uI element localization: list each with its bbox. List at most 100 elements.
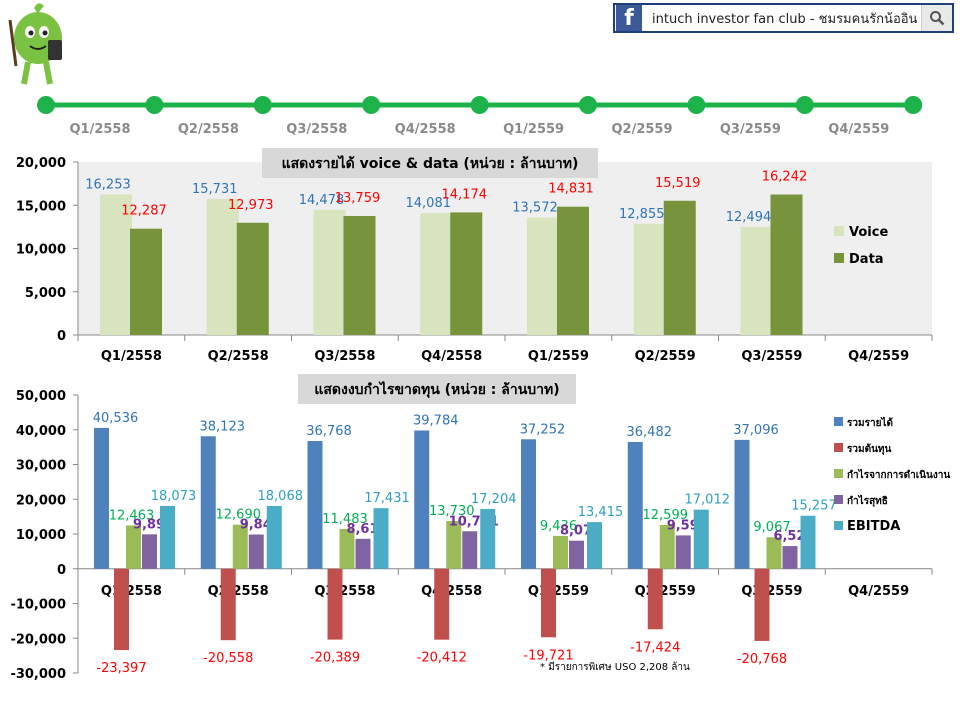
bar	[782, 546, 798, 569]
bar	[754, 568, 770, 641]
data-label: 40,536	[93, 411, 139, 426]
data-label: 39,784	[413, 414, 459, 429]
bar	[521, 439, 536, 569]
bar	[734, 439, 750, 569]
x-tick-label: Q4/2558	[421, 584, 482, 599]
data-label: 12,973	[228, 198, 274, 213]
bar	[462, 531, 478, 569]
y-tick-label: 0	[57, 329, 66, 344]
legend-swatch	[834, 226, 844, 236]
bar	[446, 521, 462, 569]
bar	[587, 522, 602, 569]
bar	[130, 228, 162, 335]
bar	[480, 508, 496, 569]
search-icon[interactable]	[921, 5, 952, 31]
data-label: 37,252	[520, 422, 566, 437]
data-label: 12,287	[121, 204, 167, 219]
bar	[770, 194, 803, 335]
bar	[627, 441, 643, 569]
data-label: 18,073	[151, 489, 197, 504]
x-tick-label: Q1/2559	[528, 584, 589, 599]
bar	[647, 568, 663, 630]
facebook-search-bar[interactable]: f intuch investor fan club - ชมรมคนรักน้…	[613, 3, 954, 33]
legend-swatch	[834, 253, 844, 263]
x-tick-label: Q1/2558	[101, 584, 162, 599]
timeline-node	[904, 96, 923, 114]
timeline-label: Q3/2558	[286, 122, 347, 137]
bar	[633, 223, 666, 335]
x-tick-label: Q2/2559	[635, 349, 696, 364]
bar	[94, 427, 109, 569]
timeline-label: Q2/2558	[178, 122, 239, 137]
y-tick-label: 30,000	[16, 459, 66, 474]
chart-title-box: แสดงรายได้ voice & data (หน่วย : ล้านบาท…	[262, 148, 598, 178]
data-label: 9,067	[753, 520, 790, 535]
bar	[434, 568, 450, 640]
x-tick-label: Q1/2559	[528, 349, 589, 364]
bar	[766, 537, 782, 569]
data-label: 12,599	[643, 508, 689, 523]
bar	[114, 568, 129, 651]
legend-label: กำไรสุทธิ	[847, 494, 888, 507]
data-label: -20,768	[737, 652, 787, 667]
timeline-node	[253, 96, 272, 114]
bar	[541, 568, 556, 638]
profit-loss-chart: -30,000 -20,000 -10,000 0 10,000 20,000 30,000…	[10, 374, 950, 682]
x-tick-label: Q3/2558	[314, 584, 375, 599]
y-tick-label: -10,000	[10, 598, 66, 613]
data-label: 15,731	[192, 182, 238, 197]
bar	[327, 568, 343, 640]
facebook-icon[interactable]: f	[616, 5, 642, 31]
bar	[800, 515, 816, 569]
timeline-label: Q3/2559	[720, 122, 781, 137]
x-tick-label: Q2/2558	[208, 584, 269, 599]
data-label: 14,831	[548, 182, 594, 197]
data-label: 16,253	[85, 177, 131, 192]
bar	[232, 524, 248, 569]
y-tick-label: 5,000	[25, 286, 66, 301]
bar	[414, 430, 430, 569]
data-label: 17,431	[364, 491, 410, 506]
bar	[557, 206, 589, 335]
data-label: 36,482	[627, 425, 673, 440]
data-label: 14,081	[406, 196, 452, 211]
bar	[663, 200, 696, 335]
x-tick-label: Q4/2558	[421, 349, 482, 364]
bar	[693, 509, 709, 569]
voice-data-revenue-chart: 0 5,000 10,000 15,000 20,000 Q1/2558 Q2/2558 Q3…	[16, 148, 933, 364]
legend-label: Data	[849, 252, 884, 267]
legend-label: รวมรายได้	[847, 416, 893, 429]
timeline-node	[470, 96, 489, 114]
bar	[160, 505, 175, 569]
bar	[553, 535, 568, 569]
data-label: -17,424	[630, 640, 680, 655]
y-tick-label: 20,000	[16, 493, 66, 508]
data-label: 9,436	[540, 519, 577, 534]
chart-title: แสดงรายได้ voice & data (หน่วย : ล้านบาท…	[282, 154, 579, 172]
legend-label: EBITDA	[847, 519, 900, 534]
x-tick-label: Q4/2559	[848, 584, 909, 599]
data-label: 13,730	[429, 504, 475, 519]
x-tick-label: Q1/2558	[101, 349, 162, 364]
y-tick-label: 10,000	[16, 528, 66, 543]
x-tick-label: Q3/2559	[741, 349, 802, 364]
timeline-label: Q2/2559	[611, 122, 672, 137]
data-label: 14,174	[442, 187, 488, 202]
data-label: 17,012	[685, 493, 731, 508]
data-label: 12,690	[216, 508, 262, 523]
bar	[527, 217, 559, 335]
chart-title-bg	[298, 374, 576, 404]
legend-swatch	[834, 495, 843, 504]
timeline-label: Q1/2558	[69, 122, 130, 137]
data-label: 14,478	[299, 193, 345, 208]
data-label: 15,257	[791, 499, 837, 514]
y-tick-label: 10,000	[16, 243, 66, 258]
y-tick-label: 20,000	[16, 156, 66, 171]
bar	[307, 440, 323, 569]
green-mascot-icon	[8, 3, 62, 85]
legend-label: Voice	[849, 225, 888, 240]
timeline-label: Q4/2558	[395, 122, 456, 137]
data-label: -19,721	[523, 648, 573, 663]
bar	[373, 508, 389, 569]
bar	[313, 209, 346, 335]
